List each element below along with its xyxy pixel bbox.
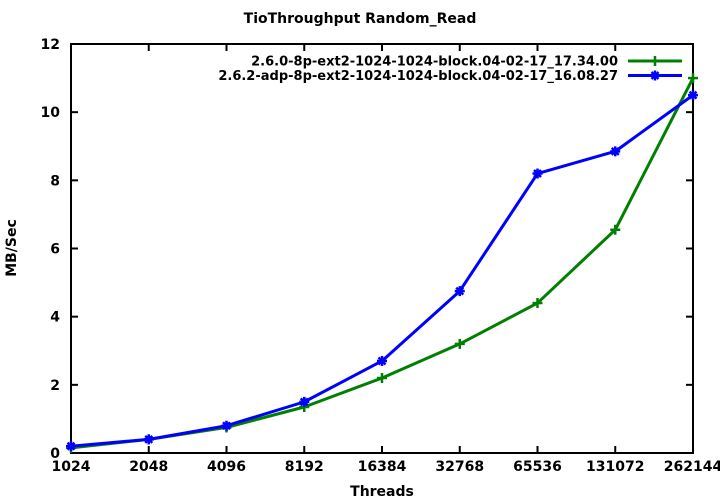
data-point-marker-1: [688, 90, 698, 100]
legend-marker-1: [650, 71, 660, 80]
chart-title: TioThroughput Random_Read: [244, 11, 477, 27]
x-tick-label: 4096: [207, 459, 246, 475]
x-axis-label: Threads: [350, 484, 414, 500]
series-line-1: [70, 93, 694, 448]
y-tick-label: 6: [50, 242, 60, 258]
legend-label-series-1: 2.6.2-adp-8p-ext2-1024-1024-block.04-02-…: [218, 69, 618, 84]
data-point-marker-1: [144, 434, 154, 444]
data-point-marker-1: [533, 169, 542, 178]
x-tick-label: 1024: [52, 459, 91, 475]
x-tick-label: 8192: [285, 459, 324, 475]
legend-label-series-0: 2.6.0-8p-ext2-1024-1024-block.04-02-17_1…: [251, 55, 618, 70]
x-tick-label: 2048: [129, 459, 168, 475]
data-point-marker-1: [222, 421, 231, 431]
x-tick-label: 32768: [435, 459, 484, 475]
y-tick-label: 2: [50, 378, 60, 394]
x-tick-label: 131072: [586, 459, 644, 475]
y-tick-label: 0: [50, 446, 60, 462]
y-tick-label: 10: [41, 105, 61, 121]
y-tick-label: 12: [41, 37, 60, 53]
x-tick-label: 65536: [513, 459, 562, 475]
plot-border: [70, 43, 694, 454]
data-point-marker-1: [66, 441, 76, 451]
data-point-marker-1: [377, 356, 387, 366]
y-tick-label: 8: [50, 173, 60, 189]
data-point-marker-1: [455, 286, 465, 296]
plot-layer: 1024 2048 4096 8192 16384 32768 65536 131072 262…: [41, 37, 720, 475]
series-line-0: [70, 77, 695, 450]
x-tick-label: 16384: [358, 459, 407, 475]
x-tick-label: 262144: [664, 459, 720, 475]
y-axis-label: MB/Sec: [4, 219, 20, 277]
y-tick-label: 4: [50, 310, 60, 326]
data-point-marker-1: [299, 397, 309, 407]
data-point-marker-1: [610, 146, 620, 156]
